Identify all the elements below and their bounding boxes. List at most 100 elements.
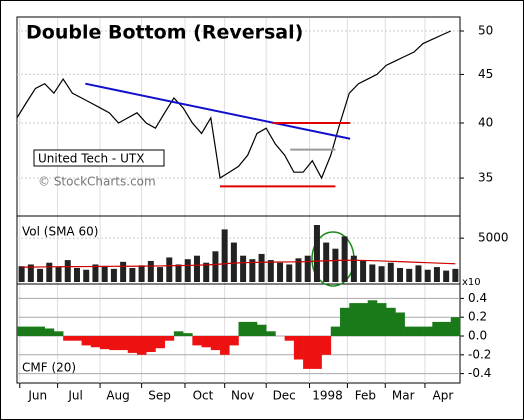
cmf-bar — [284, 336, 295, 341]
cmf-bar — [423, 326, 433, 336]
volume-bar — [433, 267, 440, 282]
cmf-bar — [266, 331, 276, 336]
volume-bar — [46, 262, 53, 282]
volume-bar — [147, 260, 154, 282]
volume-bar — [18, 266, 25, 282]
volume-bar — [129, 267, 136, 282]
cmf-bar — [210, 336, 221, 351]
volume-unit: x10 — [462, 277, 481, 288]
cmf-bar — [386, 307, 396, 336]
volume-bar — [249, 259, 256, 282]
volume-bar — [193, 255, 200, 282]
cmf-bar — [146, 336, 156, 352]
volume-bar — [397, 267, 404, 282]
volume-title: Vol (SMA 60) — [22, 225, 98, 239]
cmf-bar — [238, 321, 249, 336]
volume-bar — [184, 259, 191, 282]
volume-bar — [286, 264, 293, 282]
volume-bar — [258, 253, 265, 282]
price-line — [16, 30, 452, 180]
cmf-bar — [229, 336, 239, 346]
x-tick-label: Apr — [433, 389, 454, 403]
volume-bar — [230, 242, 237, 282]
cmf-bar — [303, 336, 313, 369]
volume-bar — [378, 266, 385, 282]
trend-line — [85, 82, 351, 140]
volume-bar — [101, 266, 108, 282]
ticker-label: United Tech - UTX — [38, 152, 144, 166]
x-tick-label: Dec — [273, 389, 296, 403]
x-tick-label: Aug — [106, 389, 129, 403]
cmf-bar — [72, 336, 82, 341]
plot-frame — [16, 16, 461, 384]
cmf-bar — [340, 307, 350, 336]
volume-bar — [415, 265, 422, 282]
cmf-bar — [349, 303, 359, 336]
cmf-bar — [293, 336, 304, 360]
volume-bar — [267, 260, 274, 282]
cmf-bar — [17, 326, 27, 336]
cmf-bar — [35, 326, 45, 336]
cmf-bar — [109, 336, 119, 351]
volume-bar — [323, 242, 330, 282]
cmf-bar — [81, 336, 92, 346]
volume-bar — [406, 268, 413, 282]
volume-bar — [424, 269, 431, 282]
volume-bar — [240, 255, 247, 282]
cmf-bar — [155, 336, 165, 349]
cmf-bar — [256, 324, 267, 336]
volume-bar — [157, 267, 164, 282]
cmf-bar — [118, 336, 129, 351]
cmf-bar — [136, 336, 147, 355]
cmf-bar — [90, 336, 101, 348]
volume-bar — [387, 262, 394, 282]
cmf-bar — [201, 336, 212, 348]
cmf-bar — [44, 328, 55, 336]
volume-bar — [55, 267, 62, 282]
x-tick-label: Jul — [67, 389, 82, 403]
volume-bar — [73, 267, 80, 282]
y-tick-label: 50 — [478, 23, 493, 37]
cmf-bar — [183, 333, 193, 336]
cmf-title: CMF (20) — [22, 361, 76, 375]
cmf-bar — [358, 303, 369, 336]
volume-bar — [221, 229, 228, 282]
volume-bar — [92, 264, 99, 282]
volume-bar — [295, 258, 302, 282]
volume-bar — [27, 264, 34, 282]
cmf-bar — [321, 336, 332, 355]
volume-bar — [110, 268, 117, 282]
x-tick-label: Nov — [231, 389, 254, 403]
cmf-bar — [63, 336, 73, 341]
chart-title: Double Bottom (Reversal) — [26, 22, 303, 44]
volume-bar — [443, 270, 450, 282]
cmf-bar — [26, 326, 36, 336]
cmf-bar — [395, 312, 405, 336]
y-tick-label: 40 — [478, 115, 493, 129]
x-tick-label: Sep — [148, 389, 171, 403]
cmf-bar — [432, 321, 442, 336]
y-tick-label: -0.2 — [468, 347, 491, 361]
source: © StockCharts.com — [38, 175, 156, 189]
cmf-bar — [450, 317, 461, 336]
y-tick-label: 0.0 — [468, 329, 487, 343]
cmf-bar — [376, 303, 387, 336]
volume-bar — [350, 255, 357, 282]
x-tick-label: Oct — [193, 389, 214, 403]
label-box — [33, 149, 165, 167]
volume-bar — [452, 268, 459, 282]
x-tick-label: Jun — [27, 389, 47, 403]
volume-bar — [277, 262, 284, 282]
cmf-bar — [127, 336, 138, 353]
x-tick-label: Feb — [355, 389, 376, 403]
volume-bar — [83, 269, 90, 282]
cmf-bar — [220, 336, 230, 355]
volume-bar — [166, 257, 173, 282]
cmf-bar — [164, 336, 175, 341]
cmf-bar — [247, 321, 258, 336]
x-tick-label: Mar — [392, 389, 415, 403]
sma-line — [21, 259, 456, 268]
cmf-bar — [441, 321, 452, 336]
